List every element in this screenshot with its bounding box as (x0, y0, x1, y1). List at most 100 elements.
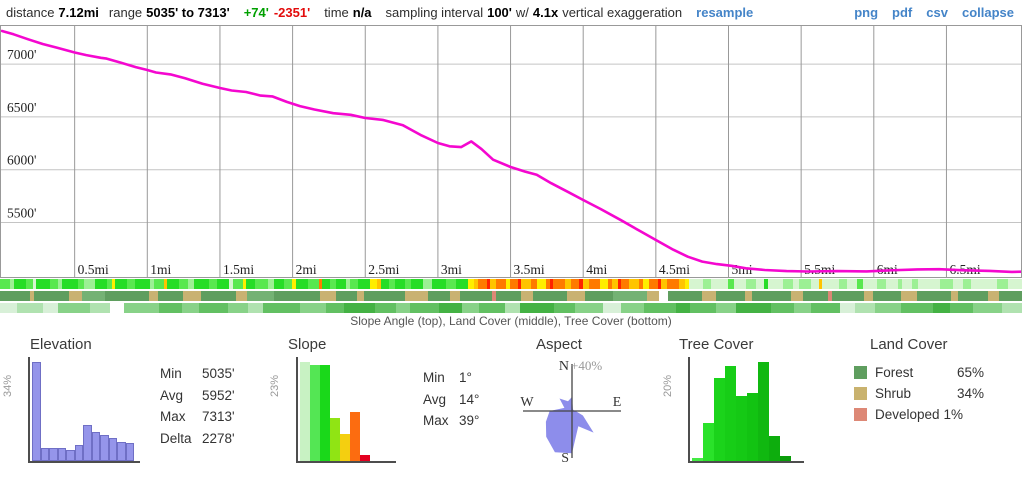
histogram-bar (40, 447, 49, 461)
strip-segment (94, 279, 107, 289)
elevation-gain-value: +74' (243, 5, 269, 20)
slope-panel-title: Slope (288, 336, 327, 353)
strip-segment (932, 303, 950, 313)
strip-segment (764, 279, 769, 289)
strip-segment (308, 279, 319, 289)
strip-segment (335, 279, 347, 289)
tree-cover-axis-max-label: 20% (662, 374, 674, 397)
strip-segment (32, 279, 36, 289)
strip-segment (918, 279, 933, 289)
strip-segment (745, 291, 753, 301)
slope-angle-strip (0, 279, 1022, 289)
strip-segment (864, 291, 874, 301)
collapse-link[interactable]: collapse (961, 5, 1014, 20)
strip-segment (900, 303, 933, 313)
svg-text:2.5mi: 2.5mi (368, 262, 399, 277)
resample-link[interactable]: resample (696, 5, 754, 20)
strip-segment (999, 291, 1022, 301)
strip-segment (0, 291, 30, 301)
strip-segment (658, 291, 668, 301)
strip-segment (840, 303, 855, 313)
tree-cover-histogram (688, 357, 804, 463)
strip-segment (832, 291, 865, 301)
strip-segment (952, 279, 963, 289)
stat-row-avg: Avg 5952' (160, 385, 235, 407)
elevation-panel-title: Elevation (30, 336, 92, 353)
histogram-bar (350, 411, 360, 461)
strip-segment (940, 279, 953, 289)
tree-cover-panel-title: Tree Cover (679, 336, 754, 353)
strip-segment (468, 279, 475, 289)
strip-segment (589, 279, 600, 289)
svg-text:+40%: +40% (571, 358, 602, 373)
strip-segment (248, 303, 263, 313)
strip-segment (715, 291, 746, 301)
elevation-profile-chart[interactable]: 7000' 6500' 6000' 5500' 0.5mi 1mi 1.5mi 2mi 2.5m… (0, 25, 1022, 278)
strip-segment (29, 291, 35, 301)
strip-segment (620, 303, 644, 313)
strip-segment (987, 291, 1000, 301)
exaggeration-value: 4.1x (532, 5, 559, 20)
export-csv-link[interactable]: csv (926, 5, 948, 20)
strip-segment (450, 291, 460, 301)
strip-segment (411, 279, 424, 289)
distance-label: distance (6, 5, 55, 20)
strip-segment (292, 279, 297, 289)
strip-segment (300, 303, 327, 313)
strip-segment (1001, 303, 1022, 313)
stat-value: 7313' (202, 409, 235, 425)
strip-segment (997, 279, 1008, 289)
strip-segment (932, 279, 941, 289)
strip-segment (521, 279, 532, 289)
strip-segment (163, 279, 167, 289)
histogram-bar (300, 362, 310, 461)
aspect-rose: N +40% W E S (520, 358, 622, 466)
strip-segment (380, 279, 389, 289)
shrub-swatch (854, 387, 867, 400)
distance-value: 7.12mi (58, 5, 99, 20)
export-pdf-link[interactable]: pdf (892, 5, 913, 20)
strip-segment (620, 279, 630, 289)
legend-value: 34% (957, 386, 985, 401)
strip-segment (549, 279, 553, 289)
strip-segment (17, 303, 44, 313)
strip-segment (166, 279, 180, 289)
histogram-bar (310, 364, 320, 461)
legend-value: 1% (943, 407, 964, 422)
stat-value: 2278' (202, 430, 235, 446)
strip-segment (611, 279, 618, 289)
strip-segment (958, 291, 988, 301)
strip-segment (854, 303, 875, 313)
histogram-bar (780, 456, 791, 461)
strip-segment (495, 279, 506, 289)
strip-segment (388, 279, 395, 289)
export-png-link[interactable]: png (854, 5, 879, 20)
strip-segment (885, 279, 898, 289)
strip-segment (900, 291, 917, 301)
tree-cover-strip (0, 303, 1022, 313)
svg-text:5.5mi: 5.5mi (804, 262, 835, 277)
strip-segment (455, 279, 469, 289)
strip-segment (84, 279, 95, 289)
strip-segment (607, 279, 612, 289)
strip-segment (612, 291, 648, 301)
strip-segment (363, 291, 405, 301)
stat-row-delta: Delta 2278' (160, 428, 235, 450)
strip-segment (394, 279, 406, 289)
strip-segment (579, 279, 584, 289)
legend-label: Developed (875, 407, 940, 422)
strip-segment (208, 279, 217, 289)
strip-segment (14, 279, 27, 289)
strip-segment (274, 291, 321, 301)
strip-segment (111, 279, 116, 289)
strip-segment (667, 291, 702, 301)
strip-segment (746, 279, 757, 289)
stat-value: 14° (459, 391, 480, 407)
strip-segment (782, 279, 793, 289)
svg-text:E: E (613, 395, 622, 410)
strip-segment (793, 303, 812, 313)
strip-segment (916, 291, 952, 301)
strip-segment (799, 279, 812, 289)
strip-segment (358, 279, 371, 289)
strip-segment (404, 291, 428, 301)
